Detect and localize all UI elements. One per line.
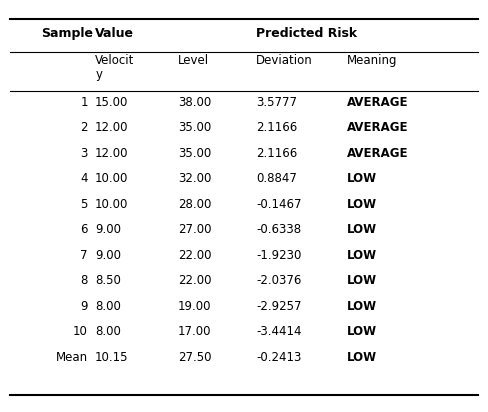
- Text: Deviation: Deviation: [256, 54, 313, 68]
- Text: LOW: LOW: [346, 223, 377, 236]
- Text: 10.15: 10.15: [95, 351, 129, 364]
- Text: Sample: Sample: [41, 27, 94, 40]
- Text: 27.50: 27.50: [178, 351, 212, 364]
- Text: -0.6338: -0.6338: [256, 223, 301, 236]
- Text: 6: 6: [81, 223, 88, 236]
- Text: LOW: LOW: [346, 325, 377, 339]
- Text: 27.00: 27.00: [178, 223, 212, 236]
- Text: AVERAGE: AVERAGE: [346, 121, 408, 134]
- Text: -2.0376: -2.0376: [256, 274, 302, 288]
- Text: 10.00: 10.00: [95, 172, 128, 185]
- Text: 15.00: 15.00: [95, 96, 128, 109]
- Text: -3.4414: -3.4414: [256, 325, 302, 339]
- Text: 2.1166: 2.1166: [256, 121, 298, 134]
- Text: Mean: Mean: [56, 351, 88, 364]
- Text: 9: 9: [81, 300, 88, 313]
- Text: 8.00: 8.00: [95, 300, 121, 313]
- Text: LOW: LOW: [346, 351, 377, 364]
- Text: -0.1467: -0.1467: [256, 198, 302, 211]
- Text: 8.00: 8.00: [95, 325, 121, 339]
- Text: Level: Level: [178, 54, 209, 68]
- Text: Value: Value: [95, 27, 134, 40]
- Text: 35.00: 35.00: [178, 121, 211, 134]
- Text: -2.9257: -2.9257: [256, 300, 302, 313]
- Text: Meaning: Meaning: [346, 54, 397, 68]
- Text: 35.00: 35.00: [178, 147, 211, 160]
- Text: Velocit
y: Velocit y: [95, 54, 135, 82]
- Text: LOW: LOW: [346, 274, 377, 288]
- Text: 9.00: 9.00: [95, 249, 121, 262]
- Text: 8: 8: [81, 274, 88, 288]
- Text: 0.8847: 0.8847: [256, 172, 297, 185]
- Text: 28.00: 28.00: [178, 198, 211, 211]
- Text: 10.00: 10.00: [95, 198, 128, 211]
- Text: AVERAGE: AVERAGE: [346, 96, 408, 109]
- Text: 1: 1: [81, 96, 88, 109]
- Text: -1.9230: -1.9230: [256, 249, 302, 262]
- Text: 2.1166: 2.1166: [256, 147, 298, 160]
- Text: 7: 7: [81, 249, 88, 262]
- Text: 22.00: 22.00: [178, 274, 212, 288]
- Text: 4: 4: [81, 172, 88, 185]
- Text: LOW: LOW: [346, 198, 377, 211]
- Text: 8.50: 8.50: [95, 274, 121, 288]
- Text: AVERAGE: AVERAGE: [346, 147, 408, 160]
- Text: LOW: LOW: [346, 249, 377, 262]
- Text: 3.5777: 3.5777: [256, 96, 297, 109]
- Text: 19.00: 19.00: [178, 300, 212, 313]
- Text: 9.00: 9.00: [95, 223, 121, 236]
- Text: 2: 2: [81, 121, 88, 134]
- Text: 22.00: 22.00: [178, 249, 212, 262]
- Text: -0.2413: -0.2413: [256, 351, 302, 364]
- Text: Predicted Risk: Predicted Risk: [256, 27, 357, 40]
- Text: 5: 5: [81, 198, 88, 211]
- Text: 38.00: 38.00: [178, 96, 211, 109]
- Text: LOW: LOW: [346, 300, 377, 313]
- Text: 12.00: 12.00: [95, 147, 129, 160]
- Text: 3: 3: [81, 147, 88, 160]
- Text: LOW: LOW: [346, 172, 377, 185]
- Text: 12.00: 12.00: [95, 121, 129, 134]
- Text: 17.00: 17.00: [178, 325, 212, 339]
- Text: 10: 10: [73, 325, 88, 339]
- Text: 32.00: 32.00: [178, 172, 211, 185]
